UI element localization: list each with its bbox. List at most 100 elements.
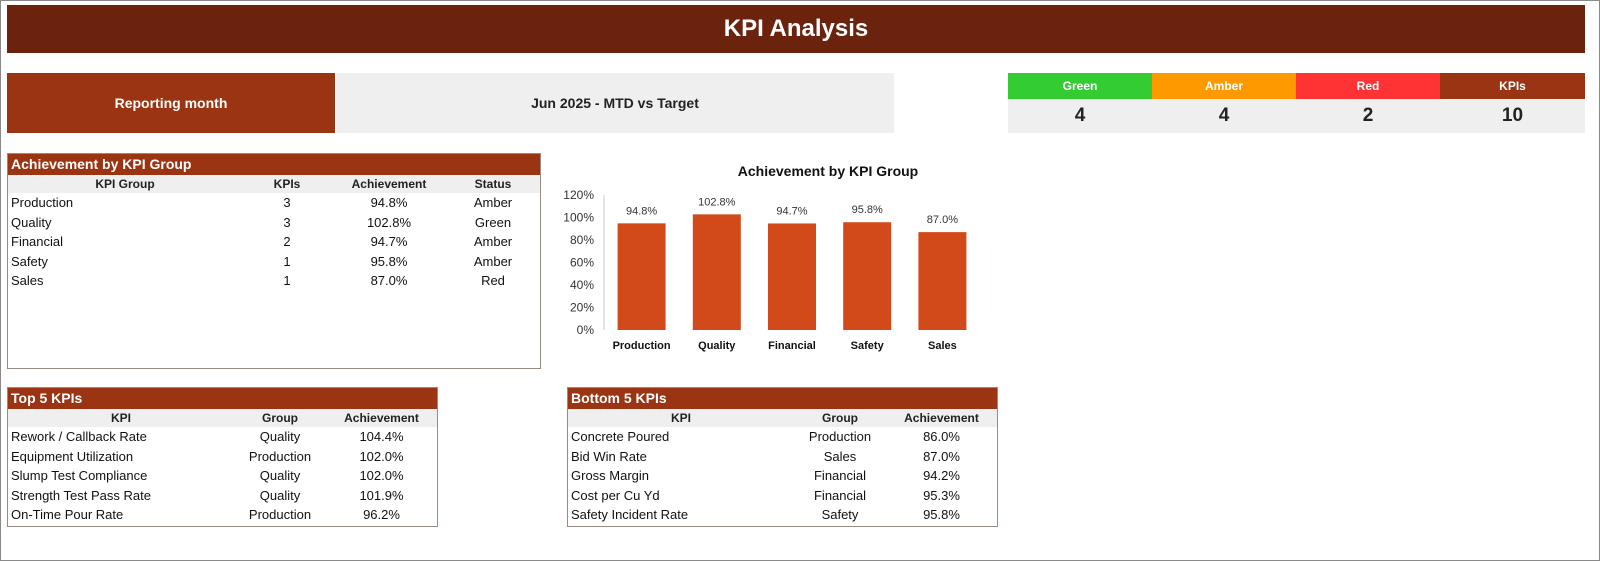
achievement-cell: 87.0% (370, 273, 408, 289)
kpi-name-cell: Slump Test Compliance (11, 468, 148, 484)
table-row: Production 3 94.8% Amber (8, 193, 540, 213)
status-red: Red 2 (1296, 73, 1440, 133)
kpi-name-cell: Rework / Callback Rate (11, 429, 147, 445)
bottom-kpis-panel: Bottom 5 KPIs KPI Group Achievement Conc… (567, 387, 998, 527)
x-tick-label: Sales (928, 340, 957, 352)
kpi-name-cell: Strength Test Pass Rate (11, 487, 151, 503)
table-row: Safety 1 95.8% Amber (8, 252, 540, 272)
kpi-count-cell: 3 (283, 195, 291, 211)
status-cell: Amber (473, 234, 513, 250)
y-tick-label: 0% (577, 323, 595, 337)
achievement-cell: 95.8% (923, 507, 960, 523)
status-cell: Amber (473, 253, 513, 269)
reporting-month-value[interactable]: Jun 2025 - MTD vs Target (336, 73, 894, 133)
x-tick-label: Production (613, 340, 671, 352)
kpi-count-cell: 1 (283, 273, 291, 289)
achievement-cell: 94.8% (370, 195, 408, 211)
status-red-label: Red (1296, 73, 1440, 99)
kpi-group-cell: Sales (823, 448, 857, 464)
kpi-group-cell: Sales (11, 273, 44, 289)
y-tick-label: 100% (563, 211, 594, 225)
kpi-group-cell: Financial (813, 487, 867, 503)
status-cell: Red (481, 273, 505, 289)
column-header: KPI (8, 409, 234, 427)
achievement-cell: 87.0% (923, 448, 960, 464)
table-row: Financial 2 94.7% Amber (8, 232, 540, 252)
column-header: KPI Group (8, 175, 242, 193)
bar-safety (843, 222, 892, 330)
top-kpis-table: KPI Group Achievement Rework / Callback … (8, 409, 437, 525)
status-cell: Amber (473, 195, 513, 211)
kpi-group-cell: Quality (259, 487, 301, 503)
status-amber: Amber 4 (1152, 73, 1296, 133)
bottom-kpis-table: KPI Group Achievement Concrete Poured Pr… (568, 409, 997, 525)
status-kpis: KPIs 10 (1440, 73, 1585, 133)
column-header: KPI (568, 409, 794, 427)
kpi-name-cell: On-Time Pour Rate (11, 507, 124, 523)
kpi-group-cell: Production (808, 429, 872, 445)
reporting-month-label: Reporting month (7, 73, 335, 133)
table-row: Bid Win Rate Sales 87.0% (568, 447, 997, 467)
table-row: Strength Test Pass Rate Quality 101.9% (8, 486, 437, 506)
status-amber-label: Amber (1152, 73, 1296, 99)
kpi-group-cell: Quality (11, 214, 52, 230)
table-header-row: KPI Group KPIs Achievement Status (8, 175, 540, 193)
kpi-group-cell: Quality (259, 429, 301, 445)
kpi-group-cell: Financial (813, 468, 867, 484)
y-tick-label: 40% (570, 278, 594, 292)
column-header: Status (446, 175, 540, 193)
column-header: Group (794, 409, 886, 427)
table-row: Concrete Poured Production 86.0% (568, 427, 997, 447)
status-red-count: 2 (1296, 99, 1440, 133)
table-row: Safety Incident Rate Safety 95.8% (568, 505, 997, 525)
table-row: Sales 1 87.0% Red (8, 271, 540, 291)
achievement-cell: 104.4% (359, 429, 404, 445)
page-title: KPI Analysis (7, 5, 1585, 53)
table-header-row: KPI Group Achievement (568, 409, 997, 427)
kpi-name-cell: Bid Win Rate (571, 448, 647, 464)
achievement-bar-chart: Achievement by KPI Group 0% 20% 40% 60% 80% 1… (563, 163, 967, 352)
column-header: Achievement (886, 409, 997, 427)
achievement-cell: 95.8% (370, 253, 408, 269)
table-row: Rework / Callback Rate Quality 104.4% (8, 427, 437, 447)
achievement-cell: 101.9% (359, 487, 404, 503)
kpi-name-cell: Gross Margin (571, 468, 650, 484)
top-kpis-title: Top 5 KPIs (8, 388, 437, 409)
status-green-count: 4 (1008, 99, 1152, 133)
achievement-cell: 86.0% (923, 429, 960, 445)
group-achievement-table: KPI Group KPIs Achievement Status Produc… (8, 175, 540, 291)
achievement-cell: 102.0% (359, 448, 404, 464)
achievement-cell: 96.2% (363, 507, 400, 523)
kpi-group-cell: Production (248, 507, 312, 523)
column-header: KPIs (242, 175, 332, 193)
table-header-row: KPI Group Achievement (8, 409, 437, 427)
kpi-name-cell: Concrete Poured (571, 429, 670, 445)
top-kpis-panel: Top 5 KPIs KPI Group Achievement Rework … (7, 387, 438, 527)
data-label: 94.7% (776, 205, 807, 217)
achievement-cell: 94.2% (923, 468, 960, 484)
status-amber-count: 4 (1152, 99, 1296, 133)
kpi-count-cell: 2 (283, 234, 291, 250)
achievement-cell: 102.0% (359, 468, 404, 484)
status-green-label: Green (1008, 73, 1152, 99)
bottom-kpis-title: Bottom 5 KPIs (568, 388, 997, 409)
status-green: Green 4 (1008, 73, 1152, 133)
x-tick-label: Financial (768, 340, 816, 352)
column-header: Group (234, 409, 326, 427)
kpi-group-cell: Production (11, 195, 74, 211)
data-label: 95.8% (852, 204, 883, 216)
table-row: Cost per Cu Yd Financial 95.3% (568, 486, 997, 506)
kpi-count-cell: 1 (283, 253, 291, 269)
table-row: Quality 3 102.8% Green (8, 213, 540, 233)
table-row: On-Time Pour Rate Production 96.2% (8, 505, 437, 525)
achievement-cell: 95.3% (923, 487, 960, 503)
bar-production (617, 223, 666, 330)
kpi-group-cell: Financial (11, 234, 64, 250)
y-tick-label: 120% (563, 188, 594, 202)
y-tick-label: 80% (570, 233, 594, 247)
x-tick-label: Quality (698, 340, 736, 352)
kpi-group-cell: Production (248, 448, 312, 464)
group-achievement-panel: Achievement by KPI Group KPI Group KPIs … (7, 153, 541, 369)
group-achievement-title: Achievement by KPI Group (8, 154, 540, 175)
bar-sales (918, 232, 967, 330)
